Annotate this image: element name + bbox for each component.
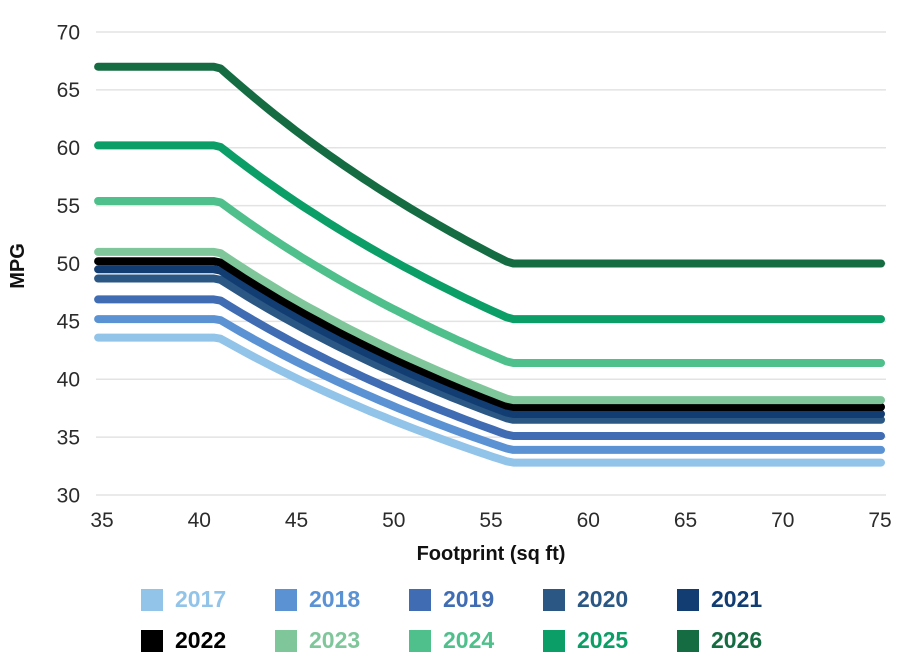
y-tick-label: 70 (57, 21, 80, 44)
legend-item-2023: 2023 (275, 627, 361, 654)
y-tick-label: 40 (57, 369, 80, 392)
y-tick-label: 55 (57, 195, 80, 218)
y-tick-label: 30 (57, 484, 80, 507)
x-tick-label: 60 (577, 509, 600, 532)
legend-label: 2022 (175, 627, 227, 653)
x-tick-label: 65 (674, 509, 697, 532)
y-tick-label: 65 (57, 79, 80, 102)
x-axis-tick-labels: 35 40 45 50 55 60 65 70 75 (90, 509, 891, 532)
legend-swatch-2026 (677, 629, 699, 652)
series-line-2023 (94, 247, 885, 405)
y-tick-label: 35 (57, 426, 80, 449)
x-tick-label: 55 (479, 509, 502, 532)
y-tick-label: 60 (57, 137, 80, 160)
y-tick-label: 45 (57, 311, 80, 334)
legend-swatch-2021 (677, 588, 699, 611)
legend-swatch-2017 (141, 588, 163, 611)
legend-row: 2022 2023 2024 2025 2026 (141, 627, 763, 654)
legend-label: 2026 (711, 627, 763, 653)
series-line-2022 (94, 257, 885, 411)
legend-item-2019: 2019 (409, 586, 495, 613)
x-tick-label: 35 (90, 509, 113, 532)
legend-label: 2021 (711, 586, 763, 612)
x-tick-label: 40 (188, 509, 211, 532)
series-line-2025 (94, 141, 885, 324)
series-line-2026 (94, 62, 885, 268)
legend-item-2021: 2021 (677, 586, 763, 613)
legend-item-2025: 2025 (543, 627, 629, 654)
series-line-2018 (94, 315, 885, 454)
series-line-2017 (94, 333, 885, 467)
legend-swatch-2018 (275, 588, 297, 611)
legend-label: 2025 (577, 627, 629, 653)
legend-swatch-2019 (409, 588, 431, 611)
line-chart-canvas: 30 35 40 45 50 55 60 65 70 35 40 45 50 55 60 65 70 75 MP… (7, 21, 892, 565)
legend-row: 2017 2018 2019 2020 2021 (141, 586, 763, 613)
series-line-2020 (94, 274, 885, 424)
x-tick-label: 70 (771, 509, 794, 532)
legend-label: 2017 (175, 586, 227, 612)
y-tick-label: 50 (57, 253, 80, 276)
x-tick-label: 75 (868, 509, 891, 532)
x-tick-label: 50 (382, 509, 405, 532)
legend-swatch-2025 (543, 629, 565, 652)
series-line-2021 (94, 265, 885, 418)
legend-item-2024: 2024 (409, 627, 495, 654)
legend-item-2017: 2017 (141, 586, 227, 613)
series-lines (94, 62, 885, 467)
legend: 2017 2018 2019 2020 2021 2022 2023 2024 2025 2026 (0, 586, 900, 654)
legend-item-2022: 2022 (141, 627, 227, 654)
mpg-axis-label: MPG (7, 243, 29, 289)
legend-label: 2024 (443, 627, 495, 653)
legend-label: 2020 (577, 586, 629, 612)
legend-label: 2019 (443, 586, 495, 612)
footprint-axis-label: Footprint (sq ft) (417, 543, 566, 565)
series-line-2024 (94, 197, 885, 367)
legend-swatch-2024 (409, 629, 431, 652)
legend-item-2018: 2018 (275, 586, 361, 613)
legend-swatch-2023 (275, 629, 297, 652)
series-line-2019 (94, 295, 885, 440)
y-axis-tick-labels: 30 35 40 45 50 55 60 65 70 (57, 21, 80, 507)
legend-item-2026: 2026 (677, 627, 763, 654)
legend-swatch-2022 (141, 629, 163, 652)
legend-item-2020: 2020 (543, 586, 629, 613)
legend-swatch-2020 (543, 588, 565, 611)
x-tick-label: 45 (285, 509, 308, 532)
legend-label: 2018 (309, 586, 361, 612)
legend-label: 2023 (309, 627, 361, 653)
